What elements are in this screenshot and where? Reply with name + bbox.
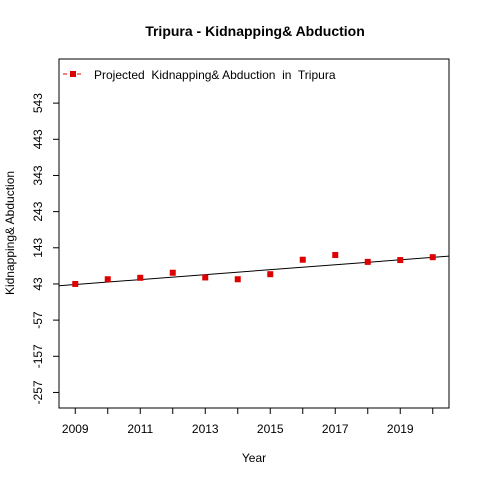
data-point [170, 270, 176, 276]
x-tick-label: 2013 [192, 422, 219, 436]
data-points [72, 252, 436, 287]
legend-label: Projected Kidnapping& Abduction in Tripu… [94, 68, 336, 82]
x-tick-label: 2017 [322, 422, 349, 436]
y-axis-label: Kidnapping& Abduction [3, 171, 17, 295]
data-point [332, 252, 338, 258]
y-tick-label: 343 [31, 165, 45, 185]
y-tick-label: 43 [31, 277, 45, 291]
y-tick-label: 443 [31, 129, 45, 149]
data-point [105, 276, 111, 282]
data-point [202, 274, 208, 280]
y-tick-label: -257 [31, 380, 45, 404]
data-point [397, 257, 403, 263]
data-point [137, 275, 143, 281]
data-point [72, 281, 78, 287]
y-tick-label: 543 [31, 93, 45, 113]
plot-area [59, 59, 449, 408]
x-tick-label: 2011 [127, 422, 153, 436]
y-tick-label: -157 [31, 344, 45, 368]
y-axis: -257 -157 -57 43 143 243 343 443 543 [31, 93, 59, 405]
data-point [365, 259, 371, 265]
y-tick-label: 243 [31, 201, 45, 221]
legend-marker-swatch [70, 71, 76, 77]
y-tick-label: -57 [31, 311, 45, 329]
trend-line [59, 256, 449, 286]
data-point [430, 254, 436, 260]
x-axis: 2009 2011 2013 2015 2017 2019 [62, 408, 433, 436]
x-tick-label: 2019 [387, 422, 414, 436]
x-tick-label: 2015 [257, 422, 284, 436]
legend: Projected Kidnapping& Abduction in Tripu… [63, 68, 336, 82]
y-tick-label: 143 [31, 237, 45, 257]
data-point [300, 257, 306, 263]
data-point [267, 271, 273, 277]
x-axis-label: Year [242, 451, 266, 465]
x-tick-label: 2009 [62, 422, 89, 436]
data-point [235, 276, 241, 282]
chart-title: Tripura - Kidnapping& Abduction [145, 23, 365, 39]
